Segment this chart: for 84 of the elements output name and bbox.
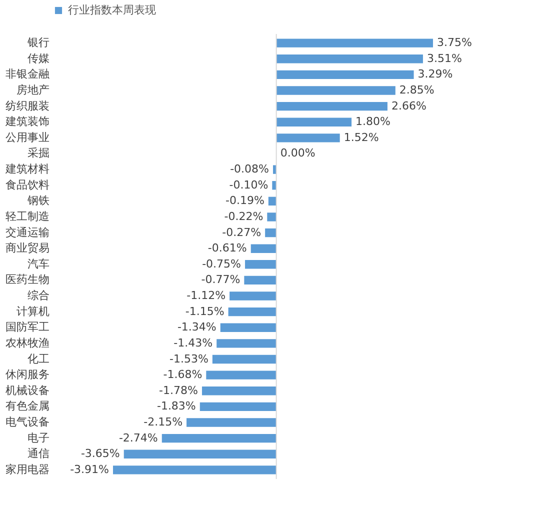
bar: [202, 386, 276, 396]
bar: [273, 165, 276, 174]
bar: [276, 38, 433, 48]
y-tick-label: 农林牧渔: [6, 336, 50, 350]
data-label: -2.15%: [144, 415, 183, 428]
y-tick-label: 汽车: [28, 257, 50, 270]
bar: [250, 244, 276, 253]
data-label: -1.12%: [186, 289, 226, 302]
y-tick-label: 建筑装饰: [4, 115, 50, 128]
data-label: 3.75%: [437, 36, 472, 50]
y-tick-label: 有色金属: [6, 400, 50, 413]
y-tick-label: 国防军工: [6, 320, 50, 334]
data-label: -3.91%: [70, 462, 109, 476]
data-label: -0.08%: [230, 162, 269, 176]
y-tick-label: 电气设备: [6, 415, 50, 428]
y-tick-label: 计算机: [16, 304, 50, 318]
data-label: -0.10%: [229, 178, 268, 192]
data-label: -1.53%: [170, 352, 208, 366]
data-label: 3.51%: [426, 52, 462, 65]
bar: [206, 370, 276, 380]
y-tick-label: 电子: [28, 431, 50, 444]
data-label: -1.15%: [185, 304, 224, 318]
bar: [267, 212, 276, 222]
data-label: 0.00%: [280, 146, 316, 160]
bar: [216, 339, 276, 348]
bar: [272, 181, 276, 190]
data-label: -0.27%: [222, 226, 262, 239]
bar: [220, 323, 276, 332]
bar: [186, 418, 276, 427]
bar: [276, 134, 340, 142]
data-label: -1.78%: [159, 384, 198, 397]
bar: [230, 292, 276, 300]
y-tick-label: 机械设备: [6, 384, 50, 397]
y-tick-label: 交通运输: [6, 226, 50, 239]
bar: [276, 102, 388, 111]
y-tick-label: 通信: [28, 447, 50, 460]
data-label: -3.65%: [80, 447, 120, 460]
y-tick-label: 传媒: [28, 52, 50, 65]
y-tick-label: 商业贸易: [6, 242, 50, 255]
bar: [245, 260, 276, 269]
y-tick-label: 轻工制造: [6, 210, 50, 223]
data-label: -2.74%: [118, 431, 158, 444]
y-tick-label: 公用事业: [6, 130, 50, 144]
data-label: 1.80%: [356, 115, 390, 128]
bar: [124, 450, 276, 458]
bar: [113, 466, 276, 474]
data-label: 2.66%: [391, 99, 426, 112]
data-label: -1.34%: [177, 320, 216, 334]
data-label: 2.85%: [399, 84, 434, 97]
data-label: 1.52%: [344, 130, 379, 144]
y-tick-label: 银行: [26, 36, 50, 50]
data-label: 3.29%: [418, 68, 453, 81]
data-label: -0.77%: [201, 273, 240, 286]
y-tick-label: 医药生物: [6, 273, 50, 286]
data-label: -1.83%: [156, 400, 196, 413]
y-tick-label: 休闲服务: [6, 368, 50, 382]
bar: [200, 402, 276, 412]
y-tick-label: 化工: [28, 352, 50, 366]
bar: [265, 228, 276, 238]
y-tick-label: 综合: [28, 289, 50, 302]
legend-label: 行业指数本周表现: [68, 4, 156, 16]
bar: [276, 54, 423, 64]
bar: [268, 196, 276, 206]
bar: [276, 70, 414, 80]
data-label: -0.61%: [208, 242, 247, 255]
y-tick-label: 家用电器: [6, 462, 50, 476]
data-label: -1.68%: [163, 368, 202, 382]
data-label: -0.19%: [225, 194, 264, 208]
data-label: -0.75%: [202, 257, 242, 270]
bar: [276, 118, 352, 126]
y-tick-label: 房地产: [16, 84, 50, 97]
y-tick-label: 纺织服装: [6, 99, 50, 112]
y-tick-label: 建筑材料: [4, 162, 50, 176]
bar: [228, 307, 276, 316]
bar: [212, 354, 276, 364]
bar: [162, 434, 276, 443]
bar: [244, 276, 276, 285]
data-label: -1.43%: [174, 336, 213, 350]
y-tick-label: 非银金融: [6, 68, 50, 81]
y-tick-label: 食品饮料: [6, 178, 50, 192]
bar: [276, 86, 396, 95]
y-tick-label: 钢铁: [26, 194, 50, 208]
y-tick-label: 采掘: [28, 146, 50, 160]
data-label: -0.22%: [224, 210, 264, 223]
